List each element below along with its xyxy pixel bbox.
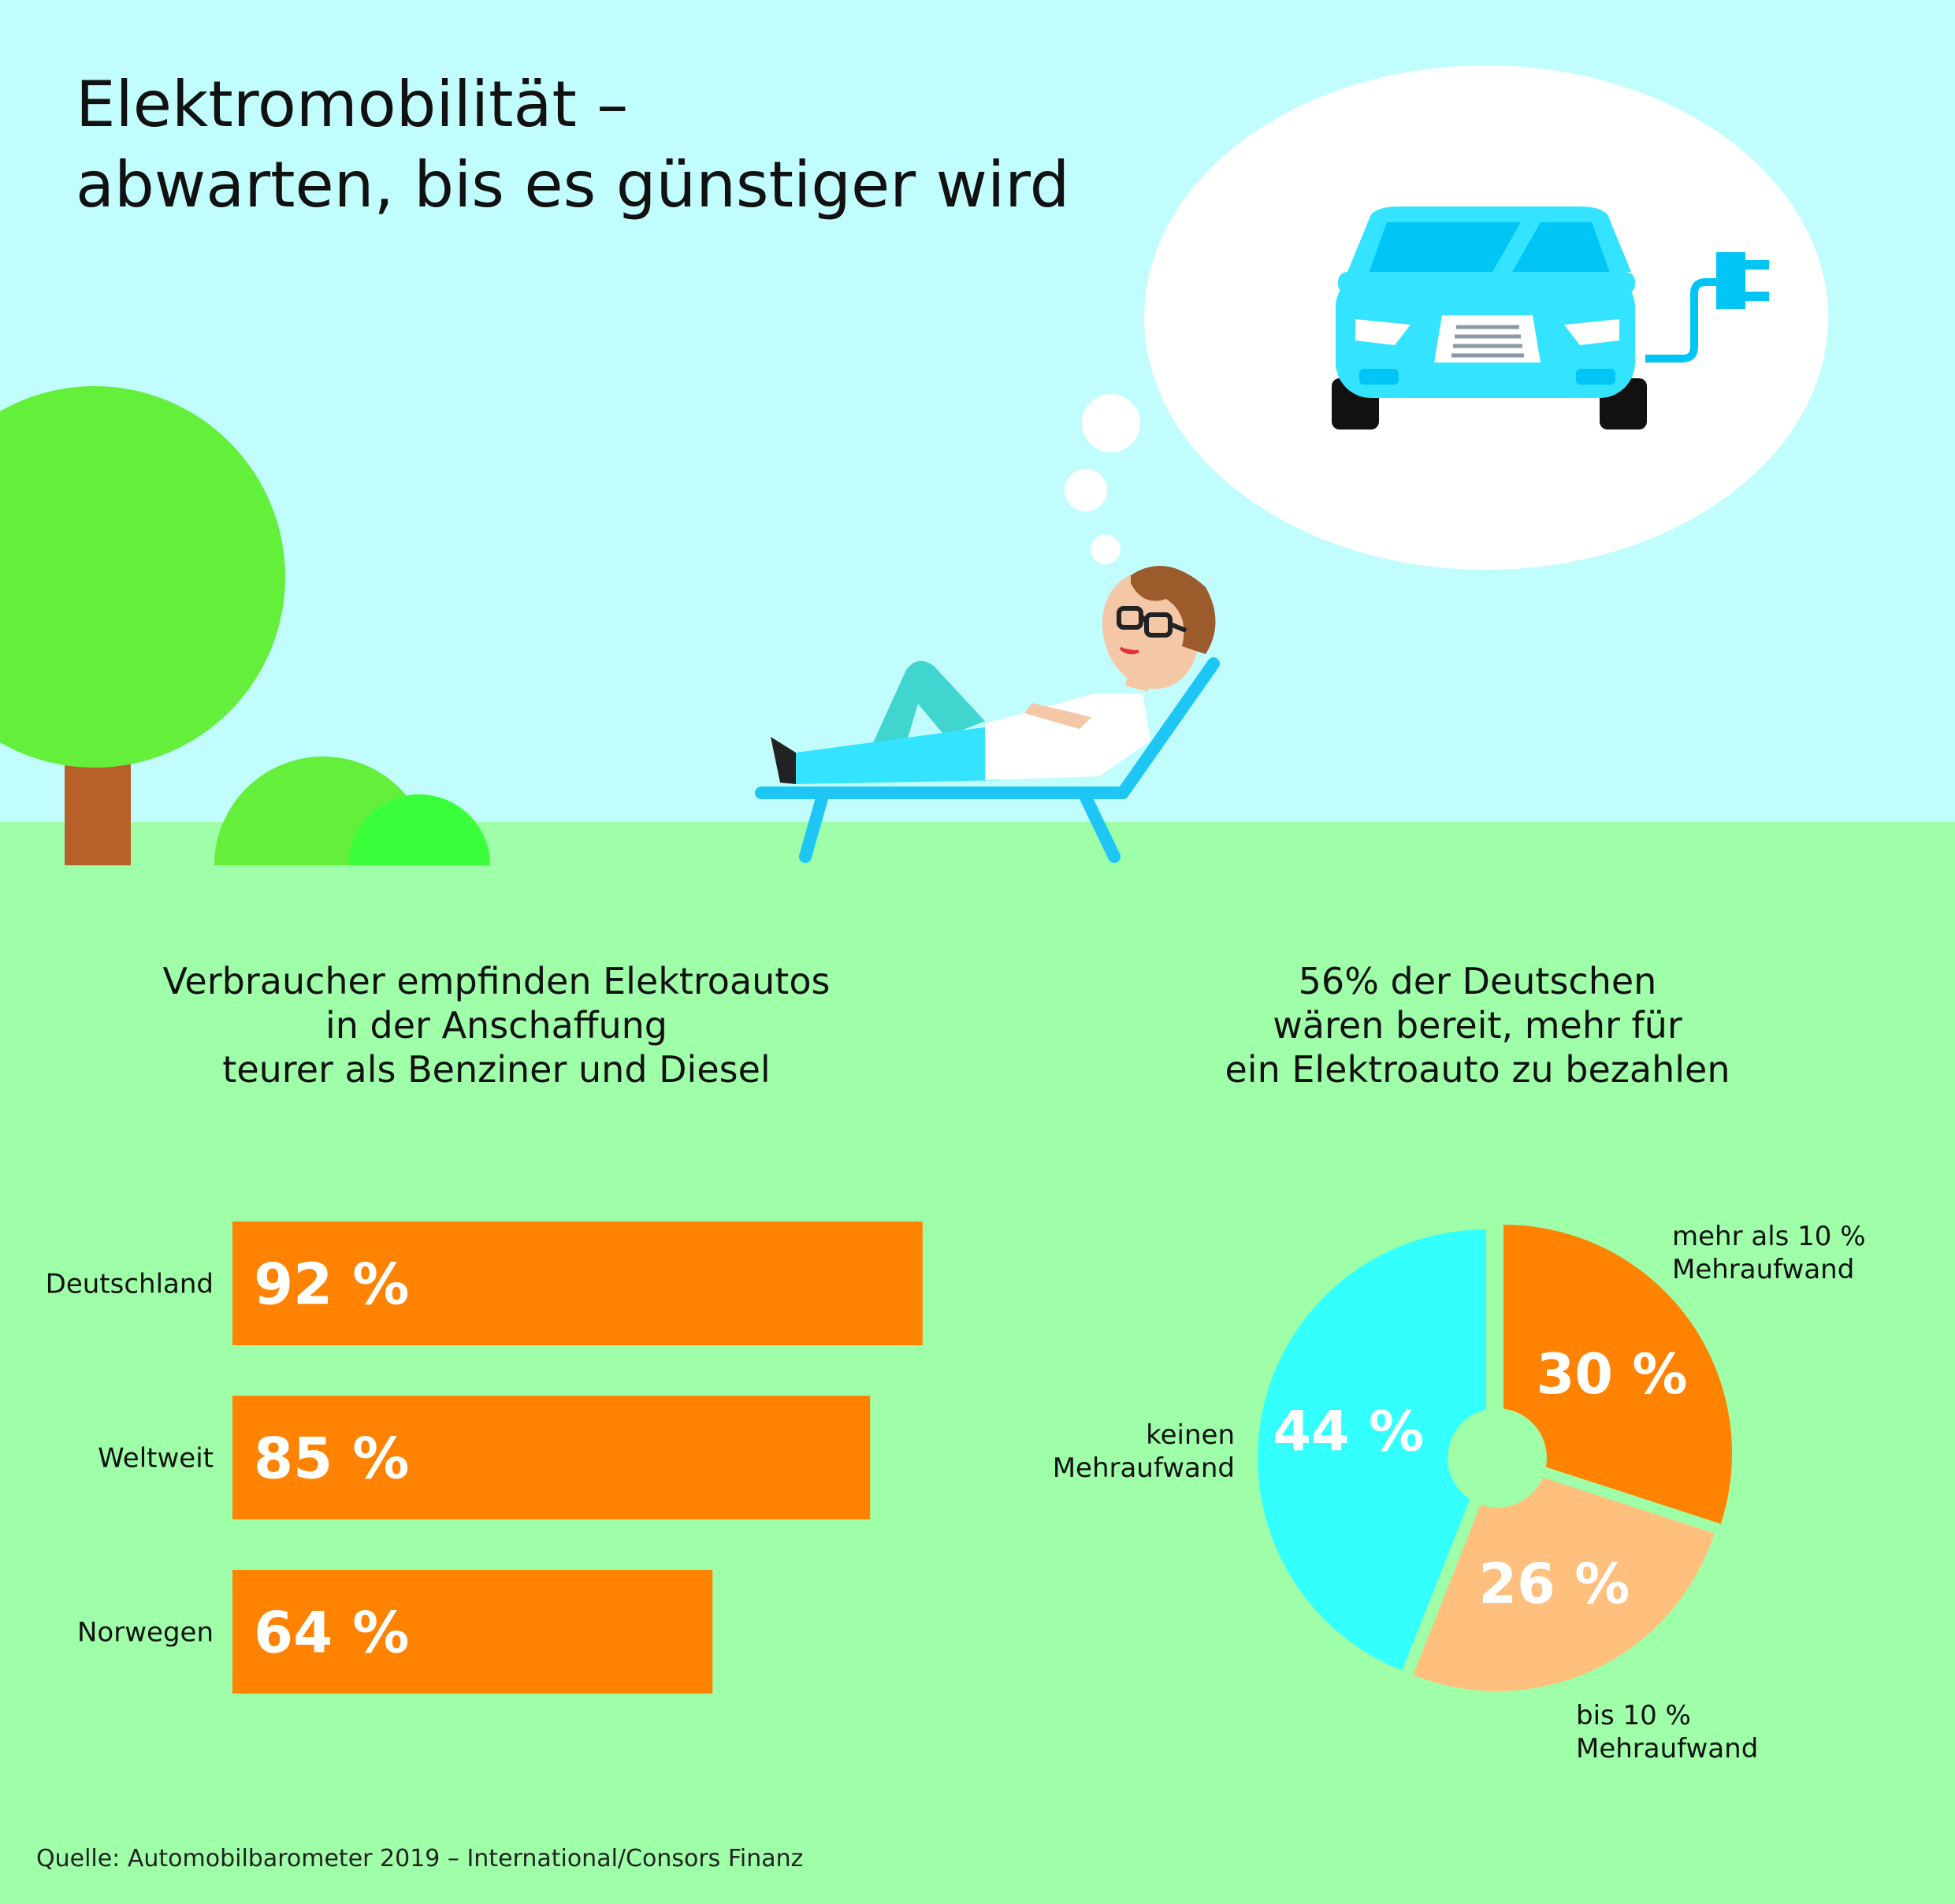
title-line-2: abwarten, bis es günstiger wird xyxy=(76,148,1070,221)
bar-value-label: 85 % xyxy=(254,1426,409,1492)
pie-label-line: bis 10 % xyxy=(1576,1700,1691,1731)
pie-value-label: 30 % xyxy=(1537,1342,1688,1407)
pie-slice-group: 30 % xyxy=(1503,1225,1732,1524)
tree-icon xyxy=(0,386,285,865)
left-heading-line: Verbraucher empfinden Elektroautos xyxy=(162,960,831,1002)
right-heading-line: 56% der Deutschen xyxy=(1298,960,1657,1002)
right-heading-line: ein Elektroauto zu bezahlen xyxy=(1225,1048,1730,1091)
pie-label-line: Mehraufwand xyxy=(1052,1452,1235,1484)
bar-chart: Deutschland 92 % Weltweit 85 % Norwegen 64 % xyxy=(46,1222,923,1694)
right-heading-line: wären bereit, mehr für xyxy=(1273,1004,1682,1047)
pie-slice-group: 44 % xyxy=(1257,1229,1486,1671)
left-panel-heading: Verbraucher empfinden Elektroautos in de… xyxy=(142,959,851,1091)
bar xyxy=(232,1396,871,1519)
pie-slice-group: 26 % xyxy=(1413,1463,1715,1691)
pie-slice xyxy=(1413,1463,1715,1691)
pie-label-line: keinen xyxy=(1146,1419,1235,1451)
bar xyxy=(232,1222,923,1345)
bar-value-label: 64 % xyxy=(254,1600,409,1666)
bar-category-label: Weltweit xyxy=(98,1443,214,1474)
right-panel-heading: 56% der Deutschen wären bereit, mehr für… xyxy=(1115,959,1840,1091)
man-relaxing-on-sun-lounger xyxy=(755,566,1220,863)
illustration xyxy=(0,65,1828,865)
pie-label-line: mehr als 10 % xyxy=(1672,1221,1866,1252)
bar-value-label: 92 % xyxy=(254,1251,409,1318)
pie-label-cyan: keinen Mehraufwand xyxy=(1052,1419,1235,1485)
pie-slice xyxy=(1257,1229,1486,1671)
bar-category-label: Norwegen xyxy=(77,1617,214,1649)
pie-value-label: 26 % xyxy=(1478,1552,1630,1616)
title-line-1: Elektromobilität – xyxy=(76,68,629,141)
pie-label-orange: mehr als 10 % Mehraufwand xyxy=(1672,1220,1866,1286)
source-note: Quelle: Automobilbarometer 2019 – Intern… xyxy=(36,1845,804,1872)
left-heading-line: teurer als Benziner und Diesel xyxy=(222,1048,771,1091)
pie-slice xyxy=(1503,1225,1732,1524)
left-heading-line: in der Anschaffung xyxy=(325,1004,667,1047)
bar-category-label: Deutschland xyxy=(46,1269,214,1300)
donut-chart: 30 % 26 % 44 % xyxy=(1257,1225,1732,1691)
pie-label-line: Mehraufwand xyxy=(1672,1254,1855,1285)
bar xyxy=(232,1570,713,1694)
pie-value-label: 44 % xyxy=(1273,1400,1424,1464)
donut-hole xyxy=(1448,1408,1547,1508)
pie-label-line: Mehraufwand xyxy=(1576,1733,1759,1765)
electric-car-with-plug-icon xyxy=(1332,206,1769,430)
bush-icon xyxy=(214,757,490,865)
pie-label-peach: bis 10 % Mehraufwand xyxy=(1576,1699,1758,1765)
page-title: Elektromobilität – abwarten, bis es güns… xyxy=(76,65,1069,225)
